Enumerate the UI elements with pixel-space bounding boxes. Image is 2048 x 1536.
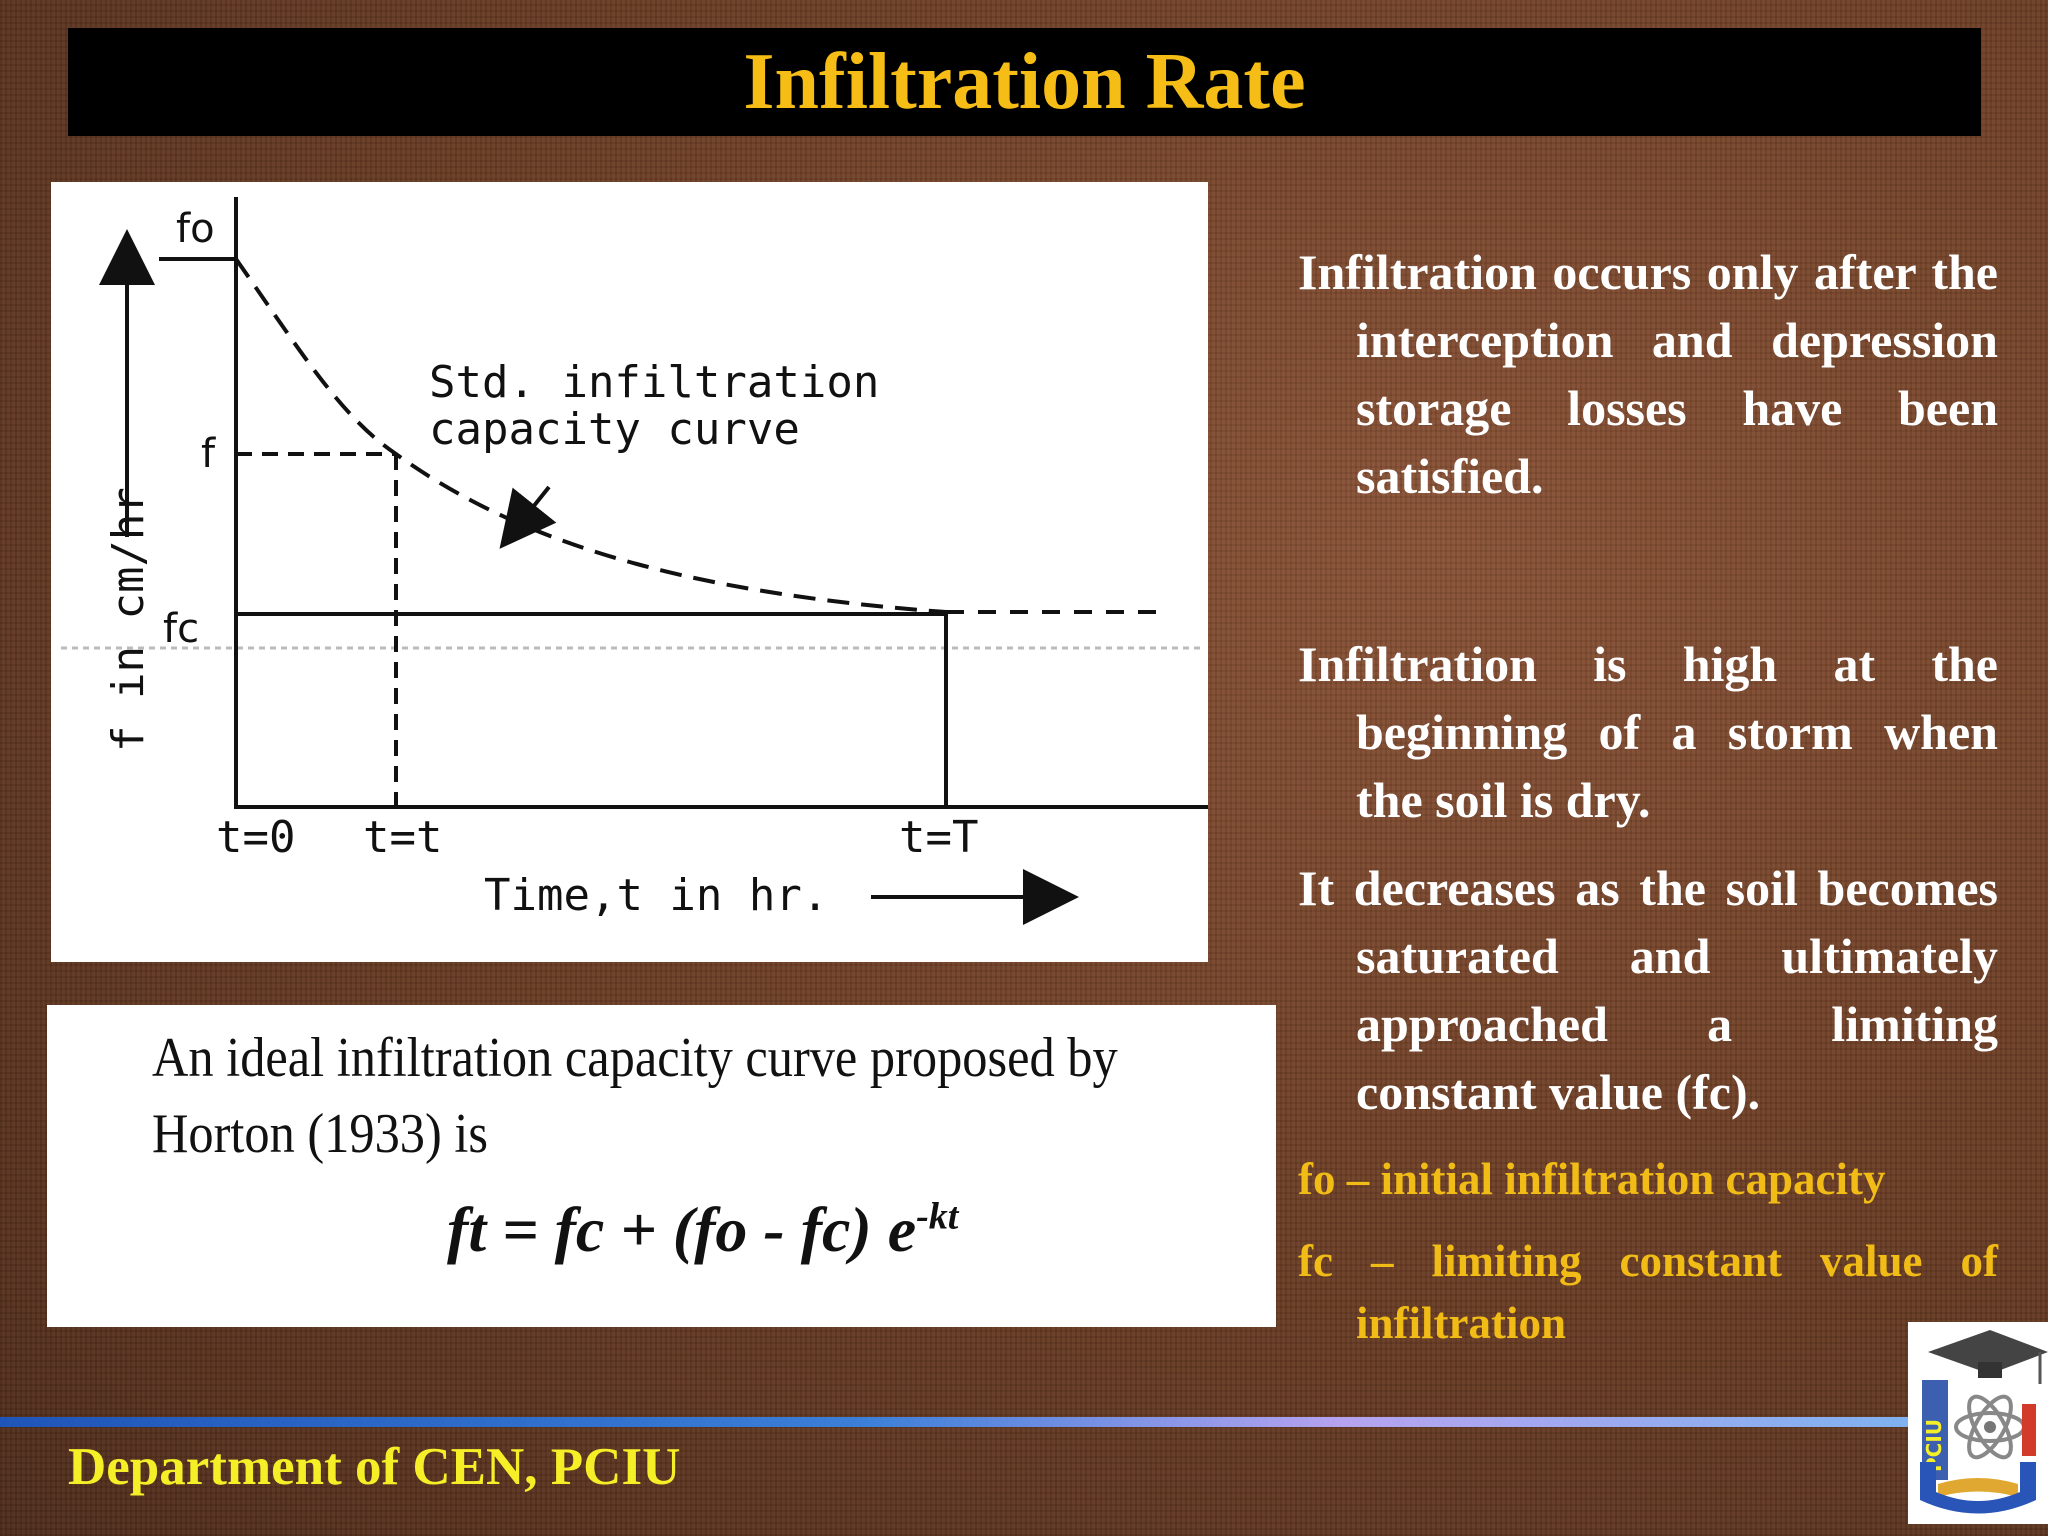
tick-t0: t=0 — [216, 812, 295, 863]
paragraph-high: Infiltration is high at the beginning of… — [1298, 636, 1998, 828]
definition-fc: fc – limiting constant value of infiltra… — [1298, 1236, 1998, 1348]
curve-label-line2: capacity curve — [429, 404, 800, 455]
fo-label: fo — [176, 206, 215, 252]
infiltration-curve — [234, 257, 947, 614]
page-title: Infiltration Rate — [743, 37, 1306, 126]
curve-label-line1: Std. infiltration — [429, 357, 879, 408]
equation-exponent: -kt — [916, 1195, 959, 1238]
curve-pointer-arrow — [499, 485, 557, 549]
footer-department: Department of CEN, PCIU — [68, 1438, 681, 1496]
title-bar: Infiltration Rate — [68, 28, 1981, 136]
equation-main: ft = fc + (fo - fc) e — [447, 1194, 917, 1265]
formula-intro: An ideal infiltration capacity curve pro… — [152, 1027, 1118, 1165]
tick-tT: t=T — [899, 812, 978, 863]
paragraph-occurs: Infiltration occurs only after the inter… — [1298, 244, 1998, 504]
fc-label: fc — [163, 606, 199, 652]
paragraph-decreases: It decreases as the soil becomes saturat… — [1298, 860, 1998, 1120]
horton-equation: ft = fc + (fo - fc) e-kt — [447, 1193, 958, 1267]
logo-emblem-icon: PCIU — [1920, 1330, 2048, 1514]
f-label: f — [201, 431, 216, 477]
pciu-logo: PCIU — [1908, 1322, 2048, 1524]
graph-svg: fo f fc Std. infiltration capacity curve… — [61, 197, 1208, 925]
x-axis-label: Time,t in hr. — [484, 870, 828, 921]
infiltration-graph: fo f fc Std. infiltration capacity curve… — [51, 182, 1208, 962]
definition-fo: fo – initial infiltration capacity — [1298, 1154, 1886, 1204]
footer-divider — [0, 1417, 1915, 1427]
formula-box: An ideal infiltration capacity curve pro… — [47, 1005, 1276, 1327]
text-column: Infiltration occurs only after the inter… — [1298, 238, 1998, 1354]
tick-tt: t=t — [363, 812, 442, 863]
y-axis-label: f in cm/hr — [103, 487, 154, 752]
